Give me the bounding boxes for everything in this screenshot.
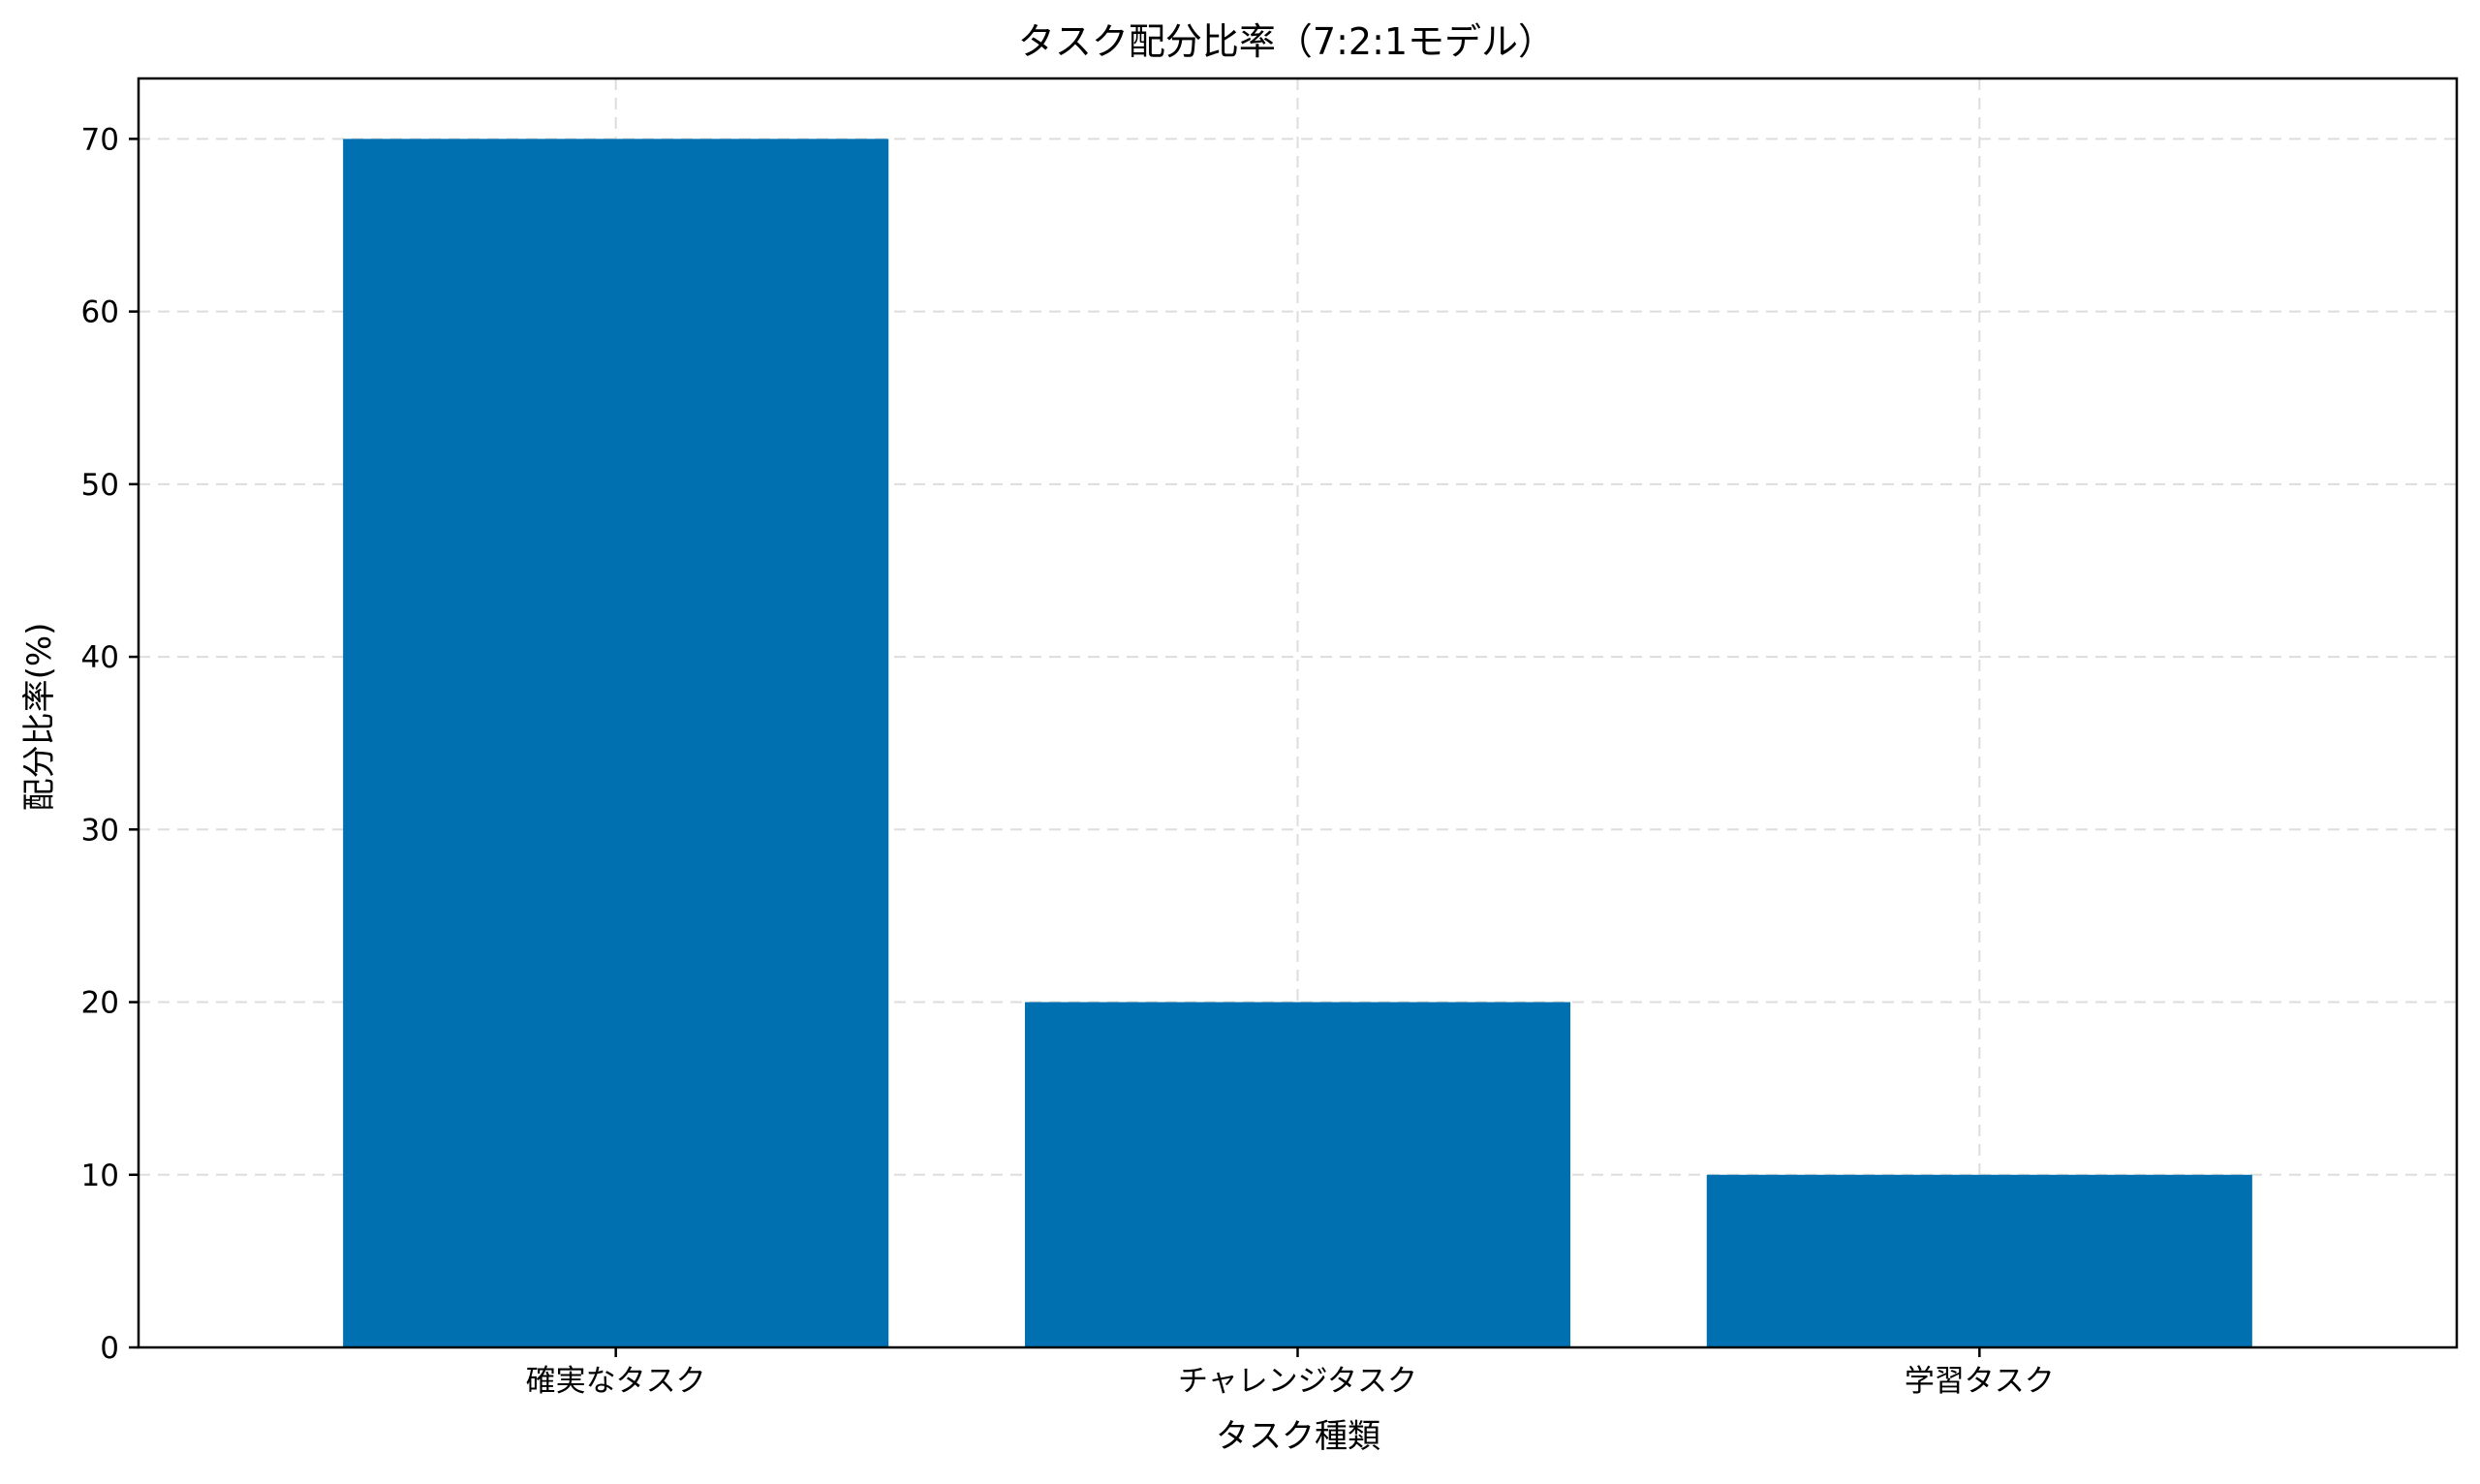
bars-layer bbox=[343, 139, 2252, 1347]
y-tick-label: 50 bbox=[81, 468, 119, 503]
chart-title: タスク配分比率（7:2:1モデル） bbox=[1018, 20, 1555, 63]
y-tick-label: 60 bbox=[81, 295, 119, 330]
x-tick-label: 確実なタスク bbox=[526, 1364, 706, 1399]
y-tick-label: 40 bbox=[81, 640, 119, 675]
bar-2 bbox=[1024, 1002, 1571, 1347]
bar-3 bbox=[1706, 1174, 2252, 1347]
y-tick-label: 70 bbox=[81, 122, 119, 157]
y-tick-label: 0 bbox=[100, 1331, 119, 1366]
y-tick-label: 20 bbox=[81, 986, 119, 1021]
y-tick-label: 30 bbox=[81, 813, 119, 848]
x-axis-label: タスク種類 bbox=[1216, 1417, 1380, 1456]
x-tick-label: 学習タスク bbox=[1905, 1364, 2055, 1399]
bar-1 bbox=[343, 139, 889, 1347]
x-tick-label: チャレンジタスク bbox=[1178, 1364, 1417, 1399]
y-tick-label: 10 bbox=[81, 1159, 119, 1193]
x-axis-ticks: 確実なタスク チャレンジタスク 学習タスク bbox=[526, 1347, 2055, 1399]
y-axis-ticks: 0 10 20 30 40 50 60 70 bbox=[81, 122, 139, 1366]
y-axis-label: 配分比率(%) bbox=[20, 623, 59, 812]
